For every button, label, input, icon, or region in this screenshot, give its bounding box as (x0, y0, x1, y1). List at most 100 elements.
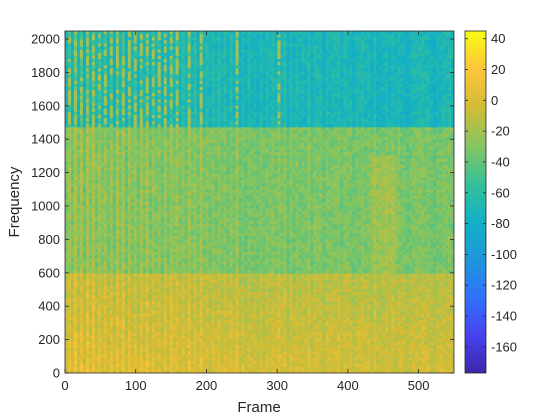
heatmap-cell (163, 93, 168, 97)
heatmap-cell (190, 111, 195, 116)
heatmap-cell (286, 93, 290, 97)
heatmap-cell (328, 96, 332, 100)
heatmap-cell (136, 31, 141, 35)
heatmap-cell (127, 136, 132, 141)
heatmap-cell (262, 86, 266, 91)
heatmap-cell (370, 65, 374, 69)
heatmap-cell (289, 130, 293, 134)
heatmap-cell (148, 136, 153, 141)
heatmap-cell (184, 40, 189, 44)
heatmap-cell (127, 86, 132, 91)
heatmap-cell (124, 62, 129, 66)
heatmap-cell (241, 118, 245, 122)
heatmap-cell (247, 83, 251, 88)
heatmap-cell (355, 80, 359, 85)
heatmap-cell (172, 142, 177, 147)
heatmap-cell (148, 55, 153, 60)
heatmap-cell (370, 136, 374, 141)
heatmap-cell (259, 96, 263, 100)
heatmap-cell (103, 68, 108, 72)
heatmap-cell (253, 49, 257, 54)
heatmap-cell (355, 121, 359, 125)
heatmap-cell (130, 118, 135, 122)
heatmap-cell (97, 31, 102, 35)
heatmap-cell (199, 43, 204, 47)
heatmap-cell (79, 96, 84, 100)
heatmap-cell (160, 46, 165, 51)
heatmap-cell (373, 83, 377, 88)
heatmap-cell (127, 40, 132, 44)
heatmap-cell (91, 90, 96, 94)
heatmap-cell (229, 55, 233, 60)
heatmap-cell (265, 43, 269, 47)
heatmap-cell (166, 127, 171, 131)
heatmap-cell (358, 93, 362, 97)
heatmap-cell (436, 118, 440, 122)
heatmap-cell (106, 62, 111, 66)
heatmap-cell (259, 43, 263, 47)
heatmap-cell (364, 96, 368, 100)
heatmap-cell (163, 77, 168, 82)
heatmap-cell (265, 83, 269, 88)
heatmap-cell (76, 111, 81, 116)
heatmap-cell (196, 136, 201, 141)
heatmap-cell (451, 80, 454, 85)
heatmap-cell (214, 102, 219, 107)
heatmap-cell (409, 127, 413, 131)
heatmap-cell (289, 133, 293, 138)
heatmap-cell (265, 86, 269, 91)
heatmap-cell (76, 62, 81, 66)
heatmap-cell (307, 65, 311, 69)
heatmap-cell (262, 99, 266, 103)
heatmap-cell (256, 127, 260, 131)
heatmap-cell (280, 65, 284, 69)
heatmap-cell (118, 90, 123, 94)
heatmap-cell (313, 34, 317, 38)
heatmap-cell (241, 74, 245, 79)
heatmap-cell (226, 139, 230, 144)
heatmap-cell (436, 99, 440, 103)
heatmap-cell (394, 83, 398, 88)
heatmap-cell (388, 136, 392, 141)
heatmap-cell (361, 105, 365, 110)
heatmap-cell (406, 96, 410, 100)
heatmap-cell (85, 90, 90, 94)
heatmap-cell (151, 49, 156, 54)
heatmap-cell (271, 43, 275, 47)
heatmap-cell (286, 130, 290, 134)
heatmap-cell (187, 71, 192, 75)
heatmap-cell (250, 93, 254, 97)
heatmap-cell (316, 108, 320, 113)
heatmap-cell (181, 86, 186, 91)
heatmap-cell (295, 111, 299, 116)
heatmap-cell (325, 130, 329, 134)
heatmap-cell (286, 142, 290, 147)
heatmap-cell (103, 62, 108, 66)
heatmap-cell (328, 68, 332, 72)
heatmap-cell (310, 96, 314, 100)
heatmap-cell (328, 49, 332, 54)
heatmap-cell (370, 118, 374, 122)
heatmap-cell (307, 74, 311, 79)
heatmap-cell (349, 80, 353, 85)
heatmap-cell (343, 111, 347, 116)
heatmap-cell (178, 127, 183, 131)
heatmap-cell (382, 52, 386, 57)
heatmap-cell (448, 130, 452, 134)
heatmap-cell (121, 146, 126, 150)
heatmap-cell (253, 65, 257, 69)
heatmap-cell (361, 133, 365, 138)
heatmap-cell (97, 96, 102, 100)
heatmap-cell (412, 52, 416, 57)
heatmap-cell (142, 142, 147, 147)
heatmap-cell (403, 96, 407, 100)
heatmap-cell (196, 93, 201, 97)
heatmap-cell (334, 40, 338, 44)
heatmap-cell (232, 68, 236, 72)
heatmap-cell (382, 93, 386, 97)
heatmap-cell (406, 133, 410, 138)
heatmap-cell (67, 86, 72, 91)
heatmap-cell (79, 124, 84, 128)
heatmap-cell (154, 43, 159, 47)
heatmap-cell (205, 139, 210, 144)
